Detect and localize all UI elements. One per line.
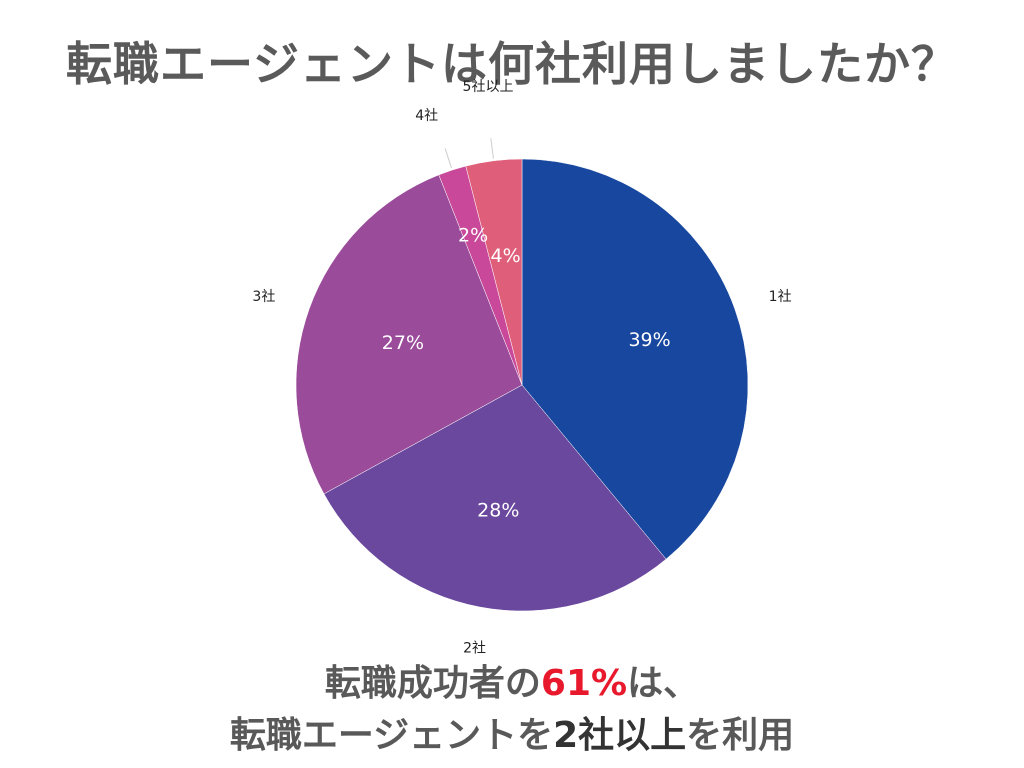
category-label-1: 1社 [769, 289, 792, 305]
leader-line-4 [444, 148, 452, 169]
value-label-3: 27% [382, 332, 424, 354]
value-label-5: 4% [490, 245, 520, 267]
pie-slice-1 [521, 158, 749, 560]
caption-line2-suffix: を利用 [686, 715, 795, 756]
pie-slice-3 [295, 174, 523, 495]
category-label-3: 3社 [252, 289, 275, 305]
pie-slice-2 [323, 384, 667, 612]
leader-lines [444, 138, 494, 169]
pie-slice-5 [465, 158, 523, 386]
category-labels: 1社 2社 3社 4社 5社以上 [252, 79, 791, 657]
value-labels: 39% 28% 27% 2%4% [382, 225, 671, 522]
caption-line-1: 転職成功者の61%は、 [0, 654, 1024, 706]
category-label-4: 4社 [415, 108, 438, 124]
caption-line-2: 転職エージェントを2社以上を利用 [0, 706, 1024, 758]
value-label-1: 39% [628, 329, 670, 351]
value-label-4: 2% [458, 225, 488, 247]
category-label-2: 2社 [463, 641, 486, 657]
pie-slices [295, 158, 749, 612]
category-label-5: 5社以上 [463, 79, 514, 95]
caption-line2-prefix: 転職エージェントを [229, 715, 554, 756]
caption-line1-prefix: 転職成功者の [324, 663, 541, 704]
caption-highlight-percent: 61% [540, 663, 628, 704]
leader-line-5 [490, 138, 494, 159]
caption-line1-suffix: は、 [627, 663, 700, 704]
chart-title: 転職エージェントは何社利用しましたか？ [65, 37, 959, 91]
value-label-2: 28% [477, 499, 519, 521]
caption-highlight-count: 2社以上 [553, 715, 687, 756]
